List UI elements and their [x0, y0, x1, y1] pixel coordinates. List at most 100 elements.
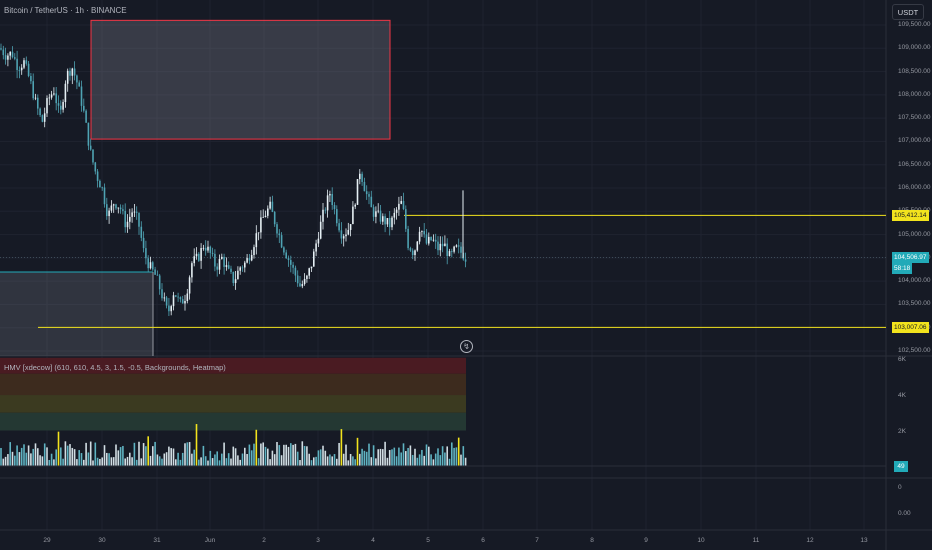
candle-body	[69, 70, 71, 76]
candle-body	[11, 51, 14, 58]
candle-body	[372, 207, 375, 217]
currency-button[interactable]: USDT	[892, 4, 924, 20]
price-tick: 104,000.00	[898, 277, 931, 285]
candle-body	[441, 243, 444, 247]
candle-body	[434, 239, 437, 242]
candle-body	[464, 259, 467, 262]
candle-body	[20, 67, 23, 71]
volume-bar	[421, 449, 423, 466]
candle-body	[287, 258, 290, 261]
candle-body	[200, 248, 202, 261]
volume-bar	[225, 458, 228, 466]
candle-body	[285, 252, 287, 259]
volume-bar	[290, 443, 292, 466]
volume-bar	[294, 443, 297, 466]
volume-bar	[83, 459, 85, 466]
volume-bar	[218, 460, 221, 466]
volume-bar	[156, 454, 159, 466]
candle-body	[39, 108, 41, 116]
volume-bar	[324, 450, 327, 466]
candle-body	[271, 201, 274, 212]
volume-bar	[4, 456, 7, 466]
candle-body	[177, 296, 179, 298]
candle-body	[108, 210, 110, 217]
candle-body	[451, 251, 453, 252]
candle-body	[115, 204, 117, 209]
candle-body	[237, 270, 239, 280]
volume-bar	[168, 446, 170, 466]
volume-bar	[96, 457, 99, 466]
time-tick: 31	[153, 537, 161, 544]
volume-bar	[106, 452, 108, 466]
volume-bar	[209, 450, 212, 466]
candle-body	[46, 98, 48, 114]
candle-body	[276, 224, 278, 234]
candle-body	[133, 211, 136, 213]
volume-bar	[257, 458, 260, 466]
candle-body	[152, 262, 154, 270]
candle-body	[156, 274, 159, 276]
volume-bar	[363, 450, 366, 466]
volume-bar	[175, 459, 177, 466]
candle-body	[398, 203, 400, 210]
candle-body	[234, 279, 237, 284]
time-tick: 10	[697, 537, 705, 544]
price-tick: 109,000.00	[898, 44, 931, 52]
volume-bar	[453, 447, 455, 466]
lightning-icon[interactable]: ↯	[460, 340, 473, 353]
volume-bar	[306, 446, 308, 466]
candle-body	[138, 212, 140, 227]
volume-bar	[227, 453, 230, 466]
candle-body	[340, 230, 343, 239]
price-tick: 103,500.00	[898, 300, 931, 308]
volume-bar	[299, 460, 301, 466]
indicator-title[interactable]: HMV [xdecow] (610, 610, 4.5, 3, 1.5, -0.…	[4, 363, 226, 372]
candle-body	[112, 204, 115, 206]
candle-body	[18, 70, 21, 71]
volume-bar	[352, 456, 354, 466]
candle-body	[73, 68, 76, 76]
candle-body	[250, 255, 253, 261]
volume-bar	[264, 446, 267, 466]
volume-bar	[20, 447, 23, 466]
volume-bar	[221, 453, 223, 466]
candle-body	[99, 180, 101, 188]
time-tick: Jun	[204, 537, 216, 544]
candle-body	[60, 105, 62, 110]
volume-bar	[301, 441, 304, 466]
volume-bar	[11, 451, 14, 466]
volume-bar	[457, 437, 460, 466]
candle-body	[131, 212, 133, 217]
volume-bar	[315, 456, 317, 466]
time-tick: 9	[644, 537, 648, 544]
volume-bar	[214, 454, 216, 466]
volume-bar	[48, 459, 51, 466]
volume-bar	[149, 455, 152, 466]
time-tick: 12	[806, 537, 814, 544]
volume-bar	[140, 458, 143, 466]
volume-bar	[147, 436, 149, 466]
candle-body	[375, 211, 377, 217]
candle-body	[354, 204, 356, 207]
volume-bar	[313, 457, 315, 466]
volume-bar	[326, 456, 329, 466]
volume-bar	[85, 442, 87, 466]
candle-body	[30, 75, 32, 82]
candle-body	[223, 256, 225, 267]
candle-body	[154, 269, 156, 275]
candle-body	[377, 210, 379, 212]
candle-body	[66, 70, 69, 84]
volume-bar	[230, 458, 232, 466]
candle-body	[188, 277, 191, 294]
volume-bar	[329, 454, 331, 466]
volume-bar	[73, 449, 76, 466]
candle-body	[158, 275, 161, 290]
candle-body	[101, 187, 103, 189]
candle-body	[50, 94, 53, 98]
volume-bar	[359, 453, 361, 466]
candle-body	[283, 247, 285, 253]
volume-bar	[432, 459, 435, 466]
candle-body	[393, 212, 396, 218]
